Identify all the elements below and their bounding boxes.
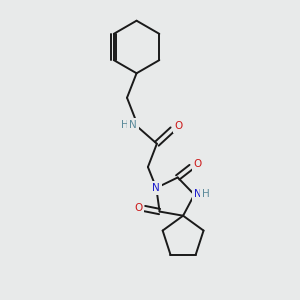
Text: H: H bbox=[121, 120, 129, 130]
Text: O: O bbox=[175, 122, 183, 131]
Text: N: N bbox=[129, 120, 136, 130]
Text: O: O bbox=[134, 203, 142, 213]
Text: H: H bbox=[202, 189, 210, 199]
Text: N: N bbox=[152, 183, 160, 193]
Text: O: O bbox=[194, 159, 202, 169]
Text: N: N bbox=[194, 189, 202, 199]
